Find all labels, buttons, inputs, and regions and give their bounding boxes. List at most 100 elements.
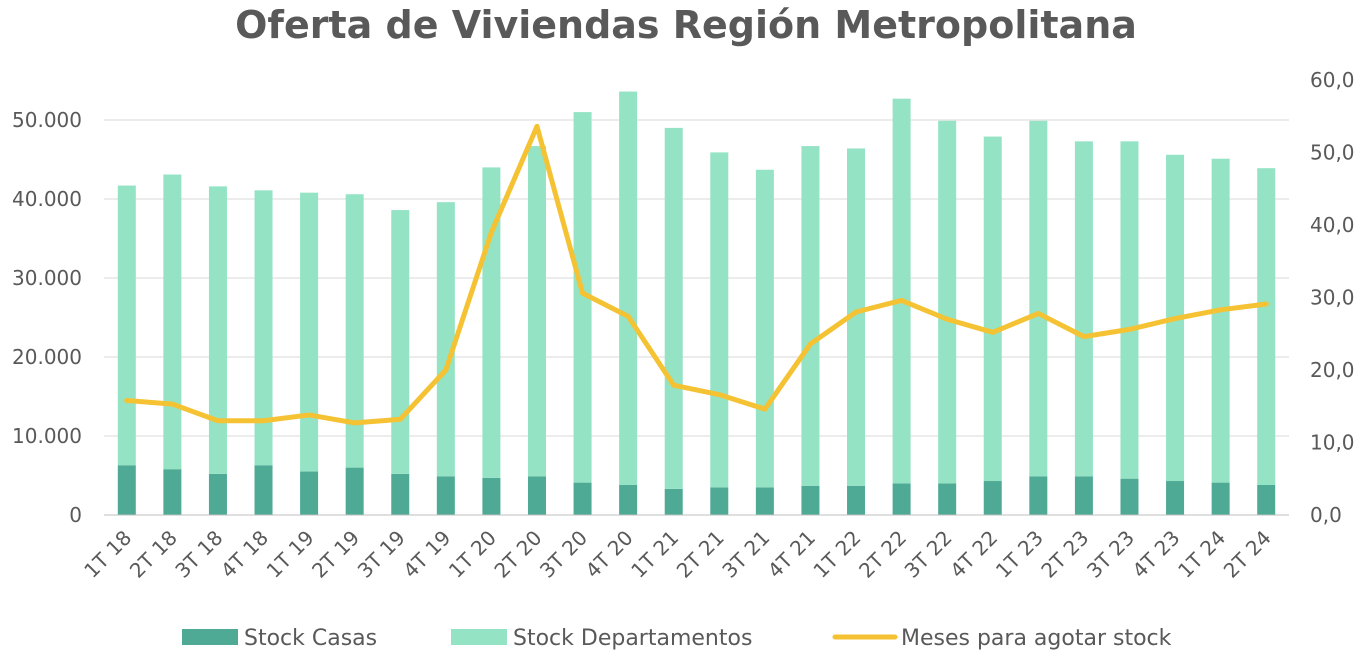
x-tick-label: 3T 21	[717, 526, 774, 583]
x-tick-label: 3T 22	[900, 526, 957, 583]
right-tick-label: 50,0	[1310, 141, 1355, 165]
line-point	[1081, 334, 1087, 340]
line-point	[443, 367, 449, 373]
line-point	[1263, 301, 1269, 307]
x-tick-label: 4T 23	[1127, 526, 1184, 583]
bar-stock-casas	[391, 473, 410, 515]
x-tick-label: 1T 19	[262, 526, 319, 583]
bar-stock-casas	[300, 471, 319, 515]
line-point	[352, 420, 358, 426]
bar-stock-departamentos	[117, 185, 136, 466]
line-point	[716, 392, 722, 398]
bar-stock-casas	[163, 469, 182, 515]
x-tick-label: 1T 18	[79, 526, 136, 583]
right-tick-label: 40,0	[1310, 213, 1355, 237]
right-tick-label: 30,0	[1310, 286, 1355, 310]
line-point	[215, 418, 221, 424]
line-point	[397, 416, 403, 422]
legend-label-meses-para-agotar-stock: Meses para agotar stock	[901, 626, 1172, 651]
bar-stock-departamentos	[163, 174, 182, 470]
bar-stock-casas	[938, 483, 957, 515]
x-tick-label: 3T 19	[353, 526, 410, 583]
bar-stock-casas	[527, 476, 546, 515]
line-point	[899, 297, 905, 303]
x-tick-label: 2T 23	[1036, 526, 1093, 583]
legend: Stock Casas Stock Departamentos Meses para…	[182, 626, 1172, 651]
bar-stock-casas	[1211, 482, 1230, 515]
line-point	[124, 397, 130, 403]
line-point	[990, 329, 996, 335]
bar-stock-casas	[573, 482, 592, 515]
x-tick-label: 1T 22	[808, 526, 865, 583]
left-tick-label: 50.000	[12, 108, 82, 132]
bar-stock-casas	[254, 465, 273, 515]
line-point	[671, 382, 677, 388]
bar-stock-casas	[983, 481, 1002, 515]
line-layer	[124, 123, 1269, 426]
left-tick-label: 30.000	[12, 266, 82, 290]
line-point	[853, 309, 859, 315]
bar-stock-departamentos	[345, 194, 364, 468]
bar-stock-casas	[1029, 476, 1048, 515]
line-point	[1172, 316, 1178, 322]
bar-stock-departamentos	[1120, 141, 1139, 479]
left-tick-label: 0	[69, 503, 82, 527]
legend-label-stock-departamentos: Stock Departamentos	[513, 626, 752, 651]
left-tick-label: 40.000	[12, 187, 82, 211]
x-tick-label: 1T 23	[991, 526, 1048, 583]
bar-stock-casas	[619, 484, 638, 515]
bar-stock-casas	[1120, 478, 1139, 515]
bar-stock-casas	[801, 485, 820, 515]
bar-stock-casas	[482, 477, 501, 515]
legend-swatch-stock-departamentos	[451, 629, 507, 645]
bar-stock-departamentos	[1211, 158, 1230, 483]
bar-stock-casas	[710, 487, 729, 515]
line-point	[306, 412, 312, 418]
x-tick-label: 4T 21	[763, 526, 820, 583]
bar-stock-casas	[436, 476, 455, 515]
line-point	[580, 290, 586, 296]
bar-stock-casas	[1166, 481, 1185, 515]
line-point	[762, 406, 768, 412]
bar-stock-departamentos	[619, 91, 638, 485]
x-tick-label: 3T 23	[1082, 526, 1139, 583]
bar-stock-departamentos	[755, 169, 774, 488]
x-tick-label: 4T 19	[398, 526, 455, 583]
x-tick-label: 2T 24	[1219, 526, 1276, 583]
bar-stock-departamentos	[801, 146, 820, 486]
bar-stock-departamentos	[300, 192, 319, 472]
bar-stock-departamentos	[1029, 120, 1048, 477]
line-point	[169, 401, 175, 407]
right-tick-label: 0,0	[1310, 503, 1342, 527]
x-tick-label: 1T 20	[444, 526, 501, 583]
chart-title: Oferta de Viviendas Región Metropolitana	[235, 3, 1137, 47]
bar-stock-casas	[892, 483, 911, 515]
right-tick-label: 60,0	[1310, 68, 1355, 92]
x-tick-label: 2T 19	[307, 526, 364, 583]
bar-stock-departamentos	[710, 152, 729, 488]
x-tick-label: 4T 20	[581, 526, 638, 583]
bar-stock-casas	[664, 488, 683, 515]
x-tick-label: 2T 18	[125, 526, 182, 583]
legend-label-stock-casas: Stock Casas	[244, 626, 377, 651]
x-tick-label: 4T 18	[216, 526, 273, 583]
bar-stock-departamentos	[983, 136, 1002, 482]
bar-stock-departamentos	[892, 98, 911, 484]
x-tick-label: 3T 18	[170, 526, 227, 583]
legend-swatch-stock-casas	[182, 629, 238, 645]
bar-stock-departamentos	[527, 146, 546, 477]
x-tick-label: 1T 24	[1173, 526, 1230, 583]
bar-stock-departamentos	[391, 210, 410, 474]
right-tick-label: 10,0	[1310, 431, 1355, 455]
line-point	[1126, 326, 1132, 332]
bar-stock-departamentos	[1074, 141, 1093, 477]
x-tick-label: 1T 21	[626, 526, 683, 583]
bar-stock-casas	[847, 485, 866, 515]
bar-stock-departamentos	[938, 120, 957, 484]
left-tick-label: 20.000	[12, 345, 82, 369]
line-point	[488, 229, 494, 235]
bar-stock-departamentos	[664, 127, 683, 489]
bar-stock-departamentos	[847, 148, 866, 486]
